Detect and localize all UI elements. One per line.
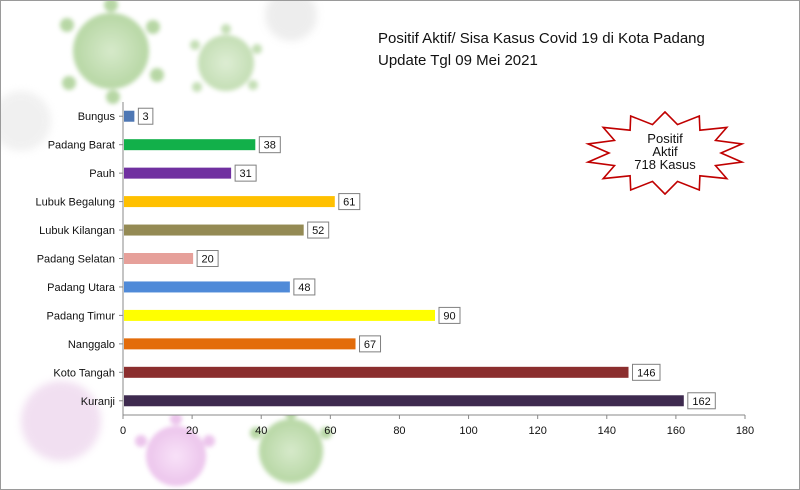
data-label: 162 [692, 396, 710, 408]
bar [124, 281, 290, 293]
virus-bg-6 [21, 381, 101, 461]
x-tick-label: 60 [324, 425, 336, 437]
data-label-box [258, 136, 281, 154]
bar [124, 366, 629, 378]
bar [124, 139, 256, 151]
x-tick-label: 180 [736, 425, 754, 437]
badge-line-2: Aktif [652, 144, 678, 159]
total-badge-text: Positif Aktif 718 Kasus [583, 132, 747, 171]
data-label-box [687, 392, 716, 410]
x-tick-label: 120 [528, 425, 546, 437]
x-tick-label: 160 [667, 425, 685, 437]
category-label: Padang Selatan [37, 254, 115, 266]
virus-bg-4 [135, 413, 215, 486]
data-label: 31 [239, 168, 251, 180]
virus-bg-1 [60, 1, 164, 104]
bar [124, 224, 304, 236]
data-label-box [307, 221, 330, 239]
bar [124, 167, 232, 179]
bar [124, 338, 356, 350]
category-label: Lubuk Begalung [35, 197, 115, 209]
bar [124, 253, 194, 264]
data-label-box [293, 278, 316, 296]
virus-bg-3 [1, 1, 317, 151]
bar [124, 395, 684, 407]
total-burst-badge [585, 111, 745, 195]
data-label-box [632, 363, 661, 381]
category-label: Pauh [89, 168, 115, 180]
data-label: 3 [143, 111, 149, 123]
virus-bg-2 [190, 24, 262, 92]
x-ticks-layer: 0 20 40 60 80 100 120 140 160 180 [120, 415, 754, 437]
data-label: 67 [364, 339, 376, 351]
data-label: 90 [443, 310, 455, 322]
chart-title-line-2: Update Tgl 09 Mei 2021 [378, 52, 538, 69]
x-tick-label: 40 [255, 425, 267, 437]
x-tick-label: 20 [186, 425, 198, 437]
bar [124, 309, 435, 321]
data-label: 52 [312, 225, 324, 237]
badge-line-1: Positif [647, 131, 683, 146]
x-tick-label: 140 [598, 425, 616, 437]
bar [124, 196, 335, 208]
x-tick-label: 0 [120, 425, 126, 437]
category-label: Padang Timur [47, 310, 116, 322]
x-tick-label: 80 [393, 425, 405, 437]
data-label-box [196, 250, 219, 267]
data-label-box [137, 107, 154, 125]
x-tick-label: 100 [459, 425, 477, 437]
chart-title-line-1: Positif Aktif/ Sisa Kasus Covid 19 di Ko… [378, 30, 705, 47]
data-label-box [234, 164, 257, 182]
data-label: 20 [201, 254, 213, 266]
data-label-box [359, 335, 382, 353]
category-label: Nanggalo [68, 339, 115, 351]
category-label: Bungus [78, 111, 116, 123]
badge-line-3: 718 Kasus [634, 157, 696, 172]
data-label: 61 [343, 197, 355, 209]
category-label: Padang Barat [48, 140, 115, 152]
data-label-box [438, 306, 461, 324]
bars-layer: Bungus 3 Padang Barat 38 Pauh 31 Lubuk Begalun… [35, 107, 716, 410]
data-label: 38 [264, 140, 276, 152]
bar [124, 110, 135, 122]
category-label: Kuranji [81, 396, 115, 408]
category-label: Lubuk Kilangan [39, 225, 115, 237]
burst-shape [585, 111, 745, 195]
category-label: Padang Utara [47, 282, 116, 294]
data-label: 146 [637, 367, 655, 379]
data-label: 48 [298, 282, 310, 294]
category-label: Koto Tangah [53, 367, 115, 379]
data-label-box [338, 193, 361, 211]
